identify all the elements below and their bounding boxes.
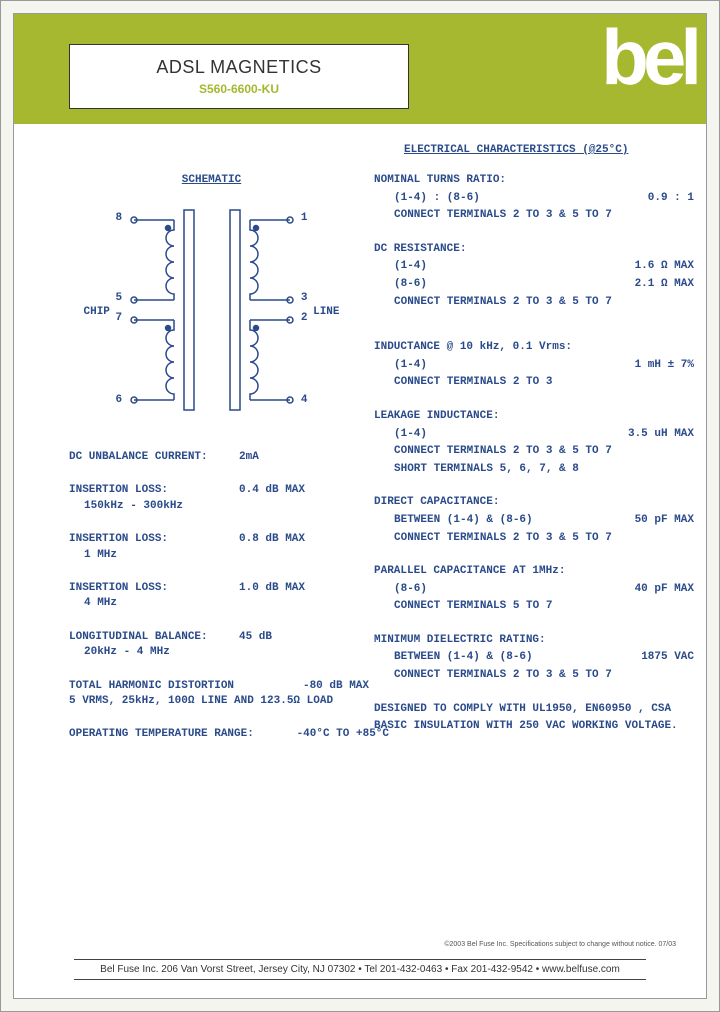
- spec-value: 0.8 dB MAX: [239, 532, 305, 563]
- ec-value: 1 mH ± 7%: [635, 357, 694, 375]
- spec-value: -80 dB MAX: [303, 679, 369, 694]
- spec-sub: 150kHz - 300kHz: [69, 499, 239, 514]
- spec-sub: 5 VRMS, 25kHz, 100Ω LINE AND 123.5Ω LOAD: [69, 695, 333, 707]
- spec-label: INSERTION LOSS:: [69, 533, 168, 545]
- datasheet-page: ADSL MAGNETICS S560-6600-KU bel SCHEMATI…: [13, 13, 707, 999]
- pin-6: 6: [116, 394, 123, 406]
- ec-note: CONNECT TERMINALS 2 TO 3 & 5 TO 7: [374, 443, 694, 461]
- pin-5: 5: [116, 292, 123, 304]
- pin-4: 4: [301, 394, 308, 406]
- spec-thd: TOTAL HARMONIC DISTORTION -80 dB MAX 5 V…: [69, 679, 354, 710]
- ec-key: (8-6): [394, 581, 427, 599]
- ec-label: DC RESISTANCE:: [374, 241, 694, 259]
- spec-value: 0.4 dB MAX: [239, 483, 305, 514]
- part-number: S560-6600-KU: [78, 82, 400, 96]
- ec-key: BETWEEN (1-4) & (8-6): [394, 512, 533, 530]
- ec-note: CONNECT TERMINALS 2 TO 3 & 5 TO 7: [374, 294, 694, 312]
- ec-key: (1-4): [374, 428, 427, 440]
- header-band: ADSL MAGNETICS S560-6600-KU bel: [14, 14, 706, 124]
- left-column: SCHEMATIC: [69, 174, 354, 761]
- ec-parallel-cap: PARALLEL CAPACITANCE AT 1MHz: (8-6) 40 pF…: [374, 563, 694, 616]
- pin-7: 7: [116, 312, 123, 324]
- ec-note: CONNECT TERMINALS 5 TO 7: [374, 598, 694, 616]
- doc-title: ADSL MAGNETICS: [78, 57, 400, 78]
- ec-leakage: LEAKAGE INDUCTANCE: (1-4) 3.5 uH MAX CONN…: [374, 408, 694, 478]
- copyright-note: ©2003 Bel Fuse Inc. Specifications subje…: [444, 941, 676, 948]
- pin-1: 1: [301, 212, 308, 224]
- spec-label: INSERTION LOSS:: [69, 582, 168, 594]
- spec-longitudinal-balance: LONGITUDINAL BALANCE: 20kHz - 4 MHz 45 dB: [69, 630, 354, 661]
- title-box: ADSL MAGNETICS S560-6600-KU: [69, 44, 409, 109]
- ec-note: SHORT TERMINALS 5, 6, 7, & 8: [374, 461, 694, 479]
- ec-key: (1-4): [394, 258, 427, 276]
- ec-value: 1.6 Ω MAX: [635, 258, 694, 276]
- spec-label: TOTAL HARMONIC DISTORTION: [69, 679, 234, 694]
- ec-inductance: INDUCTANCE @ 10 kHz, 0.1 Vrms: (1-4) 1 mH…: [374, 339, 694, 392]
- spec-insertion-loss-3: INSERTION LOSS: 4 MHz 1.0 dB MAX: [69, 581, 354, 612]
- ec-value: 50 pF MAX: [635, 512, 694, 530]
- ec-value: 1875 VAC: [641, 649, 694, 667]
- ec-label: LEAKAGE INDUCTANCE:: [374, 410, 499, 422]
- ec-value: 40 pF MAX: [635, 581, 694, 599]
- ec-label: MINIMUM DIELECTRIC RATING:: [374, 632, 694, 650]
- spec-label: DC UNBALANCE CURRENT:: [69, 450, 239, 465]
- chip-label: CHIP: [84, 306, 110, 318]
- line-label: LINE: [313, 306, 339, 318]
- spec-dc-unbalance: DC UNBALANCE CURRENT: 2mA: [69, 450, 354, 465]
- spec-value: 45 dB: [239, 630, 272, 661]
- ec-direct-cap: DIRECT CAPACITANCE: BETWEEN (1-4) & (8-6…: [374, 494, 694, 547]
- pin-2: 2: [301, 312, 308, 324]
- ec-turns-ratio: NOMINAL TURNS RATIO: (1-4) : (8-6) 0.9 : …: [374, 172, 694, 225]
- right-column: ELECTRICAL CHARACTERISTICS (@25°C) NOMIN…: [374, 144, 694, 752]
- ec-key: (1-4): [374, 359, 427, 371]
- ec-heading: ELECTRICAL CHARACTERISTICS (@25°C): [374, 144, 694, 156]
- ec-label: DIRECT CAPACITANCE:: [374, 494, 694, 512]
- spec-op-temp: OPERATING TEMPERATURE RANGE: -40°C TO +8…: [69, 727, 389, 742]
- schematic-heading: SCHEMATIC: [69, 174, 354, 186]
- ec-dielectric: MINIMUM DIELECTRIC RATING: BETWEEN (1-4)…: [374, 632, 694, 685]
- spec-insertion-loss-2: INSERTION LOSS: 1 MHz 0.8 dB MAX: [69, 532, 354, 563]
- spec-sub: 1 MHz: [69, 548, 239, 563]
- ec-value: 2.1 Ω MAX: [635, 276, 694, 294]
- ec-note: CONNECT TERMINALS 2 TO 3: [374, 374, 694, 392]
- spec-sub: 20kHz - 4 MHz: [69, 645, 239, 660]
- spec-value: 2mA: [239, 450, 259, 465]
- ec-key: (1-4) : (8-6): [394, 190, 480, 208]
- ec-key: BETWEEN (1-4) & (8-6): [394, 649, 533, 667]
- ec-label: NOMINAL TURNS RATIO:: [374, 172, 694, 190]
- footer-address: Bel Fuse Inc. 206 Van Vorst Street, Jers…: [74, 959, 646, 980]
- ec-note: CONNECT TERMINALS 2 TO 3 & 5 TO 7: [374, 530, 694, 548]
- ec-compliance: DESIGNED TO COMPLY WITH UL1950, EN60950 …: [374, 701, 694, 736]
- ec-note: CONNECT TERMINALS 2 TO 3 & 5 TO 7: [374, 667, 694, 685]
- spec-label: INSERTION LOSS:: [69, 484, 168, 496]
- spec-label: LONGITUDINAL BALANCE:: [69, 631, 208, 643]
- spec-label: OPERATING TEMPERATURE RANGE:: [69, 727, 254, 742]
- ec-value: 0.9 : 1: [648, 190, 694, 208]
- ec-value: 3.5 uH MAX: [628, 426, 694, 444]
- ec-dc-resistance: DC RESISTANCE: (1-4) 1.6 Ω MAX (8-6) 2.1 Ω…: [374, 241, 694, 311]
- spec-insertion-loss-1: INSERTION LOSS: 150kHz - 300kHz 0.4 dB MA…: [69, 483, 354, 514]
- ec-key: (8-6): [394, 276, 427, 294]
- spec-sub: 4 MHz: [69, 596, 239, 611]
- ec-label: PARALLEL CAPACITANCE AT 1MHz:: [374, 563, 694, 581]
- pin-8: 8: [116, 212, 123, 224]
- ec-note: CONNECT TERMINALS 2 TO 3 & 5 TO 7: [374, 207, 694, 225]
- spec-value: 1.0 dB MAX: [239, 581, 305, 612]
- pin-3: 3: [301, 292, 308, 304]
- ec-label: INDUCTANCE @ 10 kHz, 0.1 Vrms:: [374, 341, 572, 353]
- transformer-schematic: 8 5 7 6 1 3 2 4 CHIP LINE: [112, 200, 312, 420]
- bel-logo: bel: [601, 12, 696, 103]
